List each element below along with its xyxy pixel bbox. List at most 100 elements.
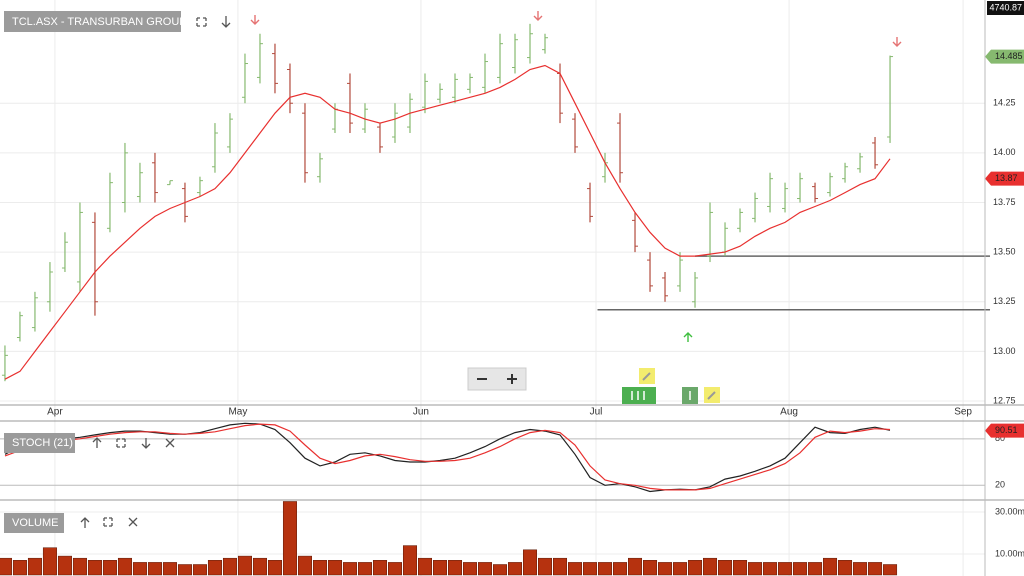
stoch-icons[interactable] xyxy=(92,437,175,449)
title-button[interactable]: TCL.ASX - TRANSURBAN GROUP xyxy=(4,11,187,32)
volume-bar xyxy=(493,564,508,576)
zoom-bg xyxy=(467,367,527,391)
y-tick-label: 12.75 xyxy=(993,395,1016,405)
y-tick-label: 30.00m xyxy=(995,506,1024,516)
zoom-controls[interactable] xyxy=(467,367,527,391)
volume-bar xyxy=(477,562,492,576)
volume-title: VOLUME xyxy=(12,517,58,529)
volume-bar xyxy=(628,557,643,576)
stoch-badge-bg xyxy=(985,423,1024,438)
marker-glyph xyxy=(631,391,691,400)
volume-bar xyxy=(853,562,868,576)
volume-bar xyxy=(147,562,162,576)
volume-panel: 30.00m 10.00m xyxy=(0,501,1024,576)
y-tick-label: 14.00 xyxy=(993,147,1016,157)
x-tick-label: May xyxy=(228,407,247,418)
button-bg xyxy=(4,11,181,32)
volume-bar xyxy=(508,562,523,576)
volume-bar xyxy=(372,560,387,576)
volume-bar xyxy=(778,562,793,576)
volume-bar xyxy=(568,562,583,576)
volume-bar xyxy=(27,557,42,576)
volume-bar xyxy=(523,549,538,576)
volume-bar xyxy=(538,557,553,576)
volume-bar xyxy=(207,560,222,576)
volume-bar xyxy=(838,560,853,576)
volume-bar xyxy=(252,557,267,576)
volume-bar xyxy=(57,555,72,576)
volume-bar xyxy=(87,560,102,576)
chart-title: TCL.ASX - TRANSURBAN GROUP xyxy=(12,16,187,28)
volume-bar xyxy=(42,547,57,576)
volume-bar xyxy=(237,555,252,576)
stoch-title: STOCH (21) xyxy=(12,437,73,449)
moving-average xyxy=(4,64,891,380)
stoch-panel: 80 20 90.51 xyxy=(0,422,1024,493)
button-bg xyxy=(4,513,64,533)
ma-last: 13.87 xyxy=(995,173,1018,183)
volume-icons[interactable] xyxy=(80,517,138,528)
volume-bar xyxy=(598,562,613,576)
volume-bar xyxy=(703,557,718,576)
y-tick-label: 13.25 xyxy=(993,296,1016,306)
index-value: 4740.87 xyxy=(989,2,1022,12)
volume-bar xyxy=(643,560,658,576)
y-tick-label: 13.75 xyxy=(993,197,1016,207)
volume-bar xyxy=(658,562,673,576)
stoch-button[interactable]: STOCH (21) xyxy=(4,433,75,453)
volume-bar xyxy=(0,557,12,576)
y-tick-label: 14.25 xyxy=(993,98,1016,108)
y-tick-label: 13.00 xyxy=(993,346,1016,356)
volume-bar xyxy=(12,560,27,576)
volume-bar xyxy=(222,557,237,576)
volume-button[interactable]: VOLUME xyxy=(4,513,64,533)
x-tick-label: Apr xyxy=(47,407,63,418)
y-tick-label: 10.00m xyxy=(995,548,1024,558)
volume-bar xyxy=(342,562,357,576)
volume-bar xyxy=(447,560,462,576)
toolbar-icons[interactable] xyxy=(196,16,231,28)
volume-bar xyxy=(117,557,132,576)
pencil-glyph xyxy=(642,372,716,400)
volume-bar xyxy=(748,562,763,576)
volume-bar xyxy=(883,564,898,576)
volume-bar xyxy=(297,555,312,576)
volume-bar xyxy=(312,560,327,576)
volume-bar xyxy=(613,562,628,576)
button-bg xyxy=(4,433,75,453)
volume-bar xyxy=(387,562,402,576)
volume-bar xyxy=(793,562,808,576)
x-tick-label: Aug xyxy=(780,407,798,418)
volume-bar xyxy=(357,562,372,576)
y-tick-label: 20 xyxy=(995,480,1005,490)
volume-bar xyxy=(162,562,177,576)
volume-bar xyxy=(673,562,688,576)
x-tick-label: Jul xyxy=(590,407,603,418)
volume-bar xyxy=(192,564,207,576)
volume-bar xyxy=(417,557,432,576)
volume-bar xyxy=(102,560,117,576)
stoch-last: 90.51 xyxy=(995,425,1018,435)
x-tick-label: Jun xyxy=(413,407,429,418)
zoom-icons xyxy=(477,374,517,384)
volume-bar xyxy=(868,562,883,576)
volume-bar xyxy=(808,562,823,576)
last-price-bg xyxy=(985,49,1024,64)
volume-bar xyxy=(583,562,598,576)
signal-arrows xyxy=(250,11,902,342)
volume-bar xyxy=(72,557,87,576)
event-marker[interactable] xyxy=(622,387,656,404)
x-tick-label: Sep xyxy=(954,407,972,418)
index-badge xyxy=(987,1,1024,15)
volume-bar xyxy=(688,560,703,576)
event-markers[interactable] xyxy=(622,368,720,404)
volume-bar xyxy=(432,560,447,576)
y-tick-label: 13.50 xyxy=(993,247,1016,257)
volume-bar xyxy=(823,557,838,576)
volume-bar xyxy=(462,562,477,576)
volume-bar xyxy=(282,501,297,576)
volume-bar xyxy=(327,560,342,576)
